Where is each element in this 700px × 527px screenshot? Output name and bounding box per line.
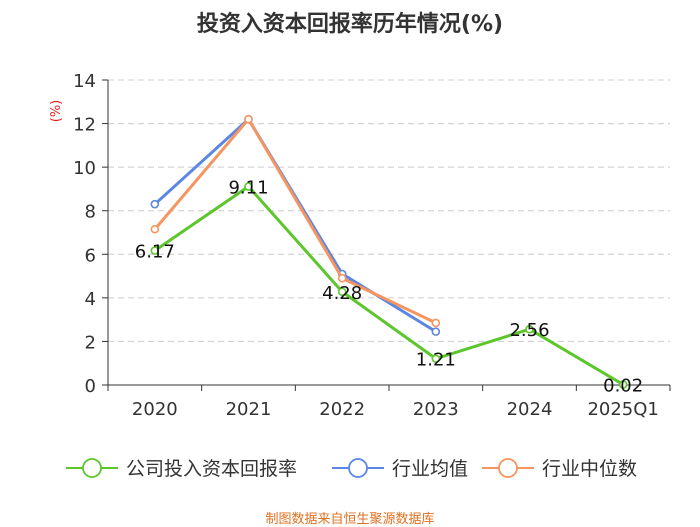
y-tick-label: 2 — [85, 332, 96, 353]
legend-item: 公司投入资本回报率 — [66, 458, 297, 480]
legend-label: 公司投入资本回报率 — [126, 458, 297, 480]
source-note: 制图数据来自恒生聚源数据库 — [265, 512, 435, 527]
legend-label: 行业均值 — [392, 458, 468, 480]
x-tick-label: 2025Q1 — [587, 399, 658, 420]
y-tick-label: 6 — [85, 245, 96, 266]
legend-item: 行业均值 — [332, 458, 468, 480]
data-point — [337, 273, 347, 283]
y-tick-label: 0 — [85, 376, 96, 397]
y-tick-label: 8 — [85, 202, 96, 223]
data-point — [431, 327, 441, 336]
series-line — [153, 117, 437, 333]
y-tick-label: 12 — [73, 115, 96, 136]
legend-marker — [82, 458, 102, 478]
data-label: 2.56 — [509, 320, 549, 341]
chart-title: 投资入资本回报率历年情况(%) — [196, 12, 504, 37]
legend-item: 行业中位数 — [482, 458, 637, 480]
data-point — [618, 380, 628, 389]
y-tick-label: 10 — [73, 158, 96, 179]
data-point — [337, 287, 347, 297]
data-point — [244, 182, 253, 191]
data-point — [431, 354, 441, 363]
data-point — [525, 324, 534, 334]
legend-label: 行业中位数 — [542, 458, 637, 480]
data-point — [431, 318, 441, 328]
data-point — [150, 246, 160, 255]
data-label: 6.17 — [135, 242, 175, 263]
data-label: 4.28 — [322, 283, 362, 304]
data-point — [150, 224, 160, 234]
legend-marker — [348, 458, 368, 478]
data-label: 1.21 — [416, 350, 456, 371]
series-line — [153, 117, 437, 325]
y-tick-label: 14 — [73, 71, 96, 92]
x-tick-label: 2023 — [413, 399, 459, 420]
x-tick-label: 2021 — [226, 399, 272, 420]
x-tick-label: 2022 — [319, 399, 365, 420]
data-label: 9.11 — [228, 178, 268, 199]
x-tick-label: 2024 — [507, 399, 553, 420]
data-point — [150, 199, 160, 209]
series-line — [153, 185, 624, 386]
legend-marker — [498, 458, 518, 478]
data-point — [244, 114, 253, 124]
y-axis-label: (%) — [49, 100, 64, 123]
y-tick-label: 4 — [85, 289, 96, 310]
data-label: 0.02 — [603, 376, 643, 397]
x-tick-label: 2020 — [132, 399, 178, 420]
